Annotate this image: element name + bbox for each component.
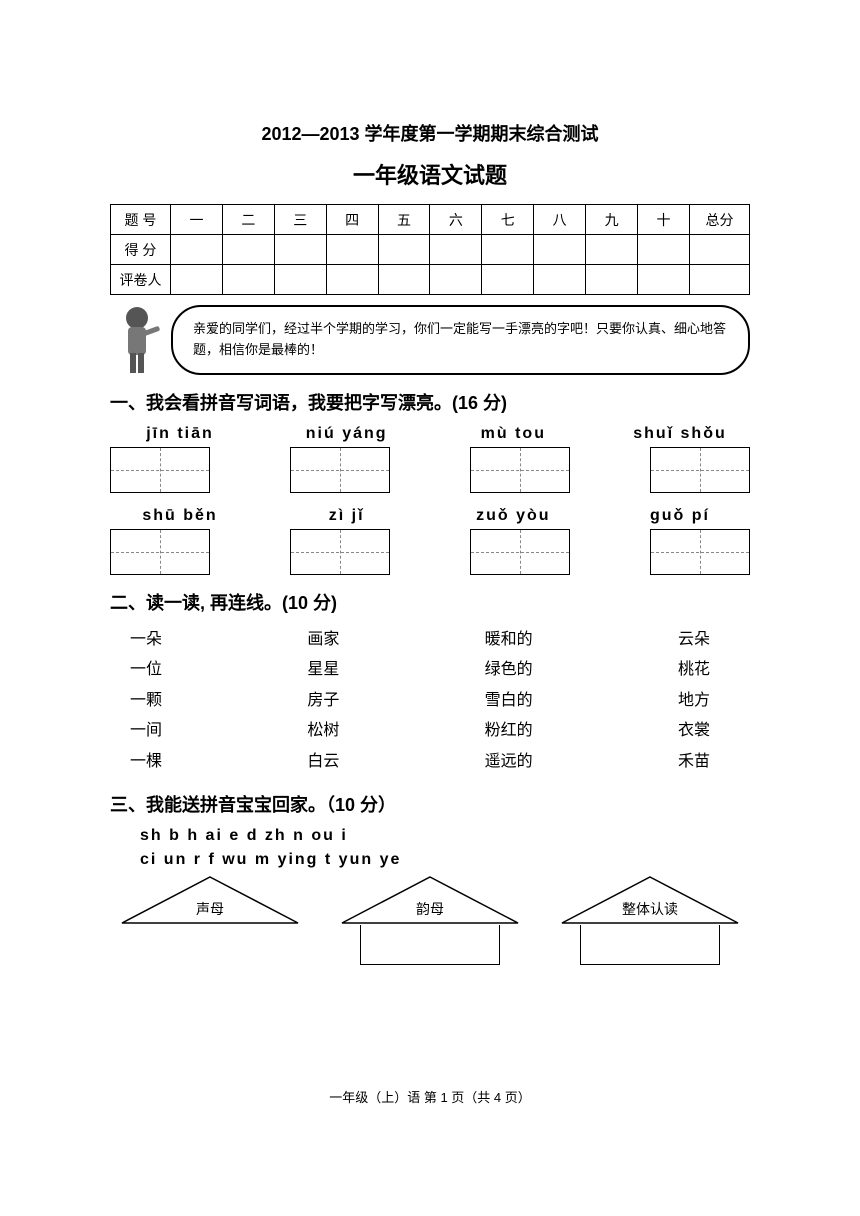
pinyin: zì jǐ — [277, 507, 417, 525]
cell: 题 号 — [111, 205, 171, 235]
pinyin-line-2: ci un r f wu m ying t yun ye — [140, 851, 750, 869]
match-item: 地方 — [678, 686, 710, 716]
house-body[interactable] — [360, 925, 500, 965]
match-item: 一位 — [130, 655, 162, 685]
match-item: 房子 — [307, 686, 339, 716]
cell: 评卷人 — [111, 265, 171, 295]
match-item: 一颗 — [130, 686, 162, 716]
cell: 八 — [534, 205, 586, 235]
pinyin: mù tou — [443, 425, 583, 443]
answer-box-row — [110, 529, 750, 575]
cell: 一 — [171, 205, 223, 235]
cell: 五 — [378, 205, 430, 235]
match-item: 画家 — [307, 625, 339, 655]
match-col-3: 暖和的 绿色的 雪白的 粉红的 遥远的 — [485, 625, 533, 777]
table-row: 得 分 — [111, 235, 750, 265]
speech-bubble: 亲爱的同学们，经过半个学期的学习，你们一定能写一手漂亮的字吧！只要你认真、细心地… — [171, 305, 750, 375]
answer-box[interactable] — [290, 529, 390, 575]
kid-icon — [110, 305, 165, 375]
answer-box[interactable] — [650, 529, 750, 575]
pinyin: shuǐ shǒu — [610, 425, 750, 443]
answer-box-row — [110, 447, 750, 493]
house-label: 整体认读 — [560, 899, 740, 919]
answer-box[interactable] — [290, 447, 390, 493]
match-item: 禾苗 — [678, 747, 710, 777]
pinyin: niú yáng — [277, 425, 417, 443]
house-label: 声母 — [120, 899, 300, 919]
cell: 三 — [274, 205, 326, 235]
pinyin-line-1: sh b h ai e d zh n ou i — [140, 827, 750, 845]
cell: 得 分 — [111, 235, 171, 265]
match-item: 星星 — [307, 655, 339, 685]
match-item: 一朵 — [130, 625, 162, 655]
q1-title: 一、我会看拼音写词语，我要把字写漂亮。(16 分) — [110, 389, 750, 415]
match-col-4: 云朵 桃花 地方 衣裳 禾苗 — [678, 625, 710, 777]
match-item: 一间 — [130, 716, 162, 746]
house-yunmu: 韵母 — [340, 875, 520, 965]
match-item: 白云 — [307, 747, 339, 777]
answer-box[interactable] — [110, 529, 210, 575]
pinyin: zuǒ yòu — [443, 507, 583, 525]
match-item: 松树 — [307, 716, 339, 746]
match-item: 遥远的 — [485, 747, 533, 777]
match-grid: 一朵 一位 一颗 一间 一棵 画家 星星 房子 松树 白云 暖和的 绿色的 雪白… — [130, 625, 710, 777]
match-item: 雪白的 — [485, 686, 533, 716]
cell: 七 — [482, 205, 534, 235]
pinyin: shū běn — [110, 507, 250, 525]
answer-box[interactable] — [110, 447, 210, 493]
score-table: 题 号 一 二 三 四 五 六 七 八 九 十 总分 得 分 评卷人 — [110, 204, 750, 295]
match-col-1: 一朵 一位 一颗 一间 一棵 — [130, 625, 162, 777]
match-item: 一棵 — [130, 747, 162, 777]
match-col-2: 画家 星星 房子 松树 白云 — [307, 625, 339, 777]
intro-row: 亲爱的同学们，经过半个学期的学习，你们一定能写一手漂亮的字吧！只要你认真、细心地… — [110, 305, 750, 375]
houses-row: 声母 韵母 整体认读 — [110, 875, 750, 965]
cell: 六 — [430, 205, 482, 235]
cell: 总分 — [690, 205, 750, 235]
house-shengmu: 声母 — [120, 875, 300, 965]
main-title-line1: 2012—2013 学年度第一学期期末综合测试 — [110, 120, 750, 146]
pinyin-row-b: shū běn zì jǐ zuǒ yòu guǒ pí — [110, 507, 750, 525]
house-body[interactable] — [580, 925, 720, 965]
pinyin: guǒ pí — [610, 507, 750, 525]
page-footer: 一年级（上）语 第 1 页（共 4 页） — [110, 1087, 750, 1106]
main-title-line2: 一年级语文试题 — [110, 158, 750, 190]
match-item: 暖和的 — [485, 625, 533, 655]
match-item: 云朵 — [678, 625, 710, 655]
table-row: 题 号 一 二 三 四 五 六 七 八 九 十 总分 — [111, 205, 750, 235]
answer-box[interactable] — [650, 447, 750, 493]
pinyin-row-a: jīn tiān niú yáng mù tou shuǐ shǒu — [110, 425, 750, 443]
match-item: 绿色的 — [485, 655, 533, 685]
match-item: 桃花 — [678, 655, 710, 685]
q3-title: 三、我能送拼音宝宝回家。（10 分） — [110, 791, 750, 817]
match-item: 衣裳 — [678, 716, 710, 746]
match-item: 粉红的 — [485, 716, 533, 746]
cell: 九 — [586, 205, 638, 235]
cell: 二 — [222, 205, 274, 235]
house-label: 韵母 — [340, 899, 520, 919]
cell: 四 — [326, 205, 378, 235]
answer-box[interactable] — [470, 447, 570, 493]
pinyin: jīn tiān — [110, 425, 250, 443]
q2-title: 二、读一读, 再连线。(10 分) — [110, 589, 750, 615]
answer-box[interactable] — [470, 529, 570, 575]
house-zhengti: 整体认读 — [560, 875, 740, 965]
table-row: 评卷人 — [111, 265, 750, 295]
cell: 十 — [638, 205, 690, 235]
